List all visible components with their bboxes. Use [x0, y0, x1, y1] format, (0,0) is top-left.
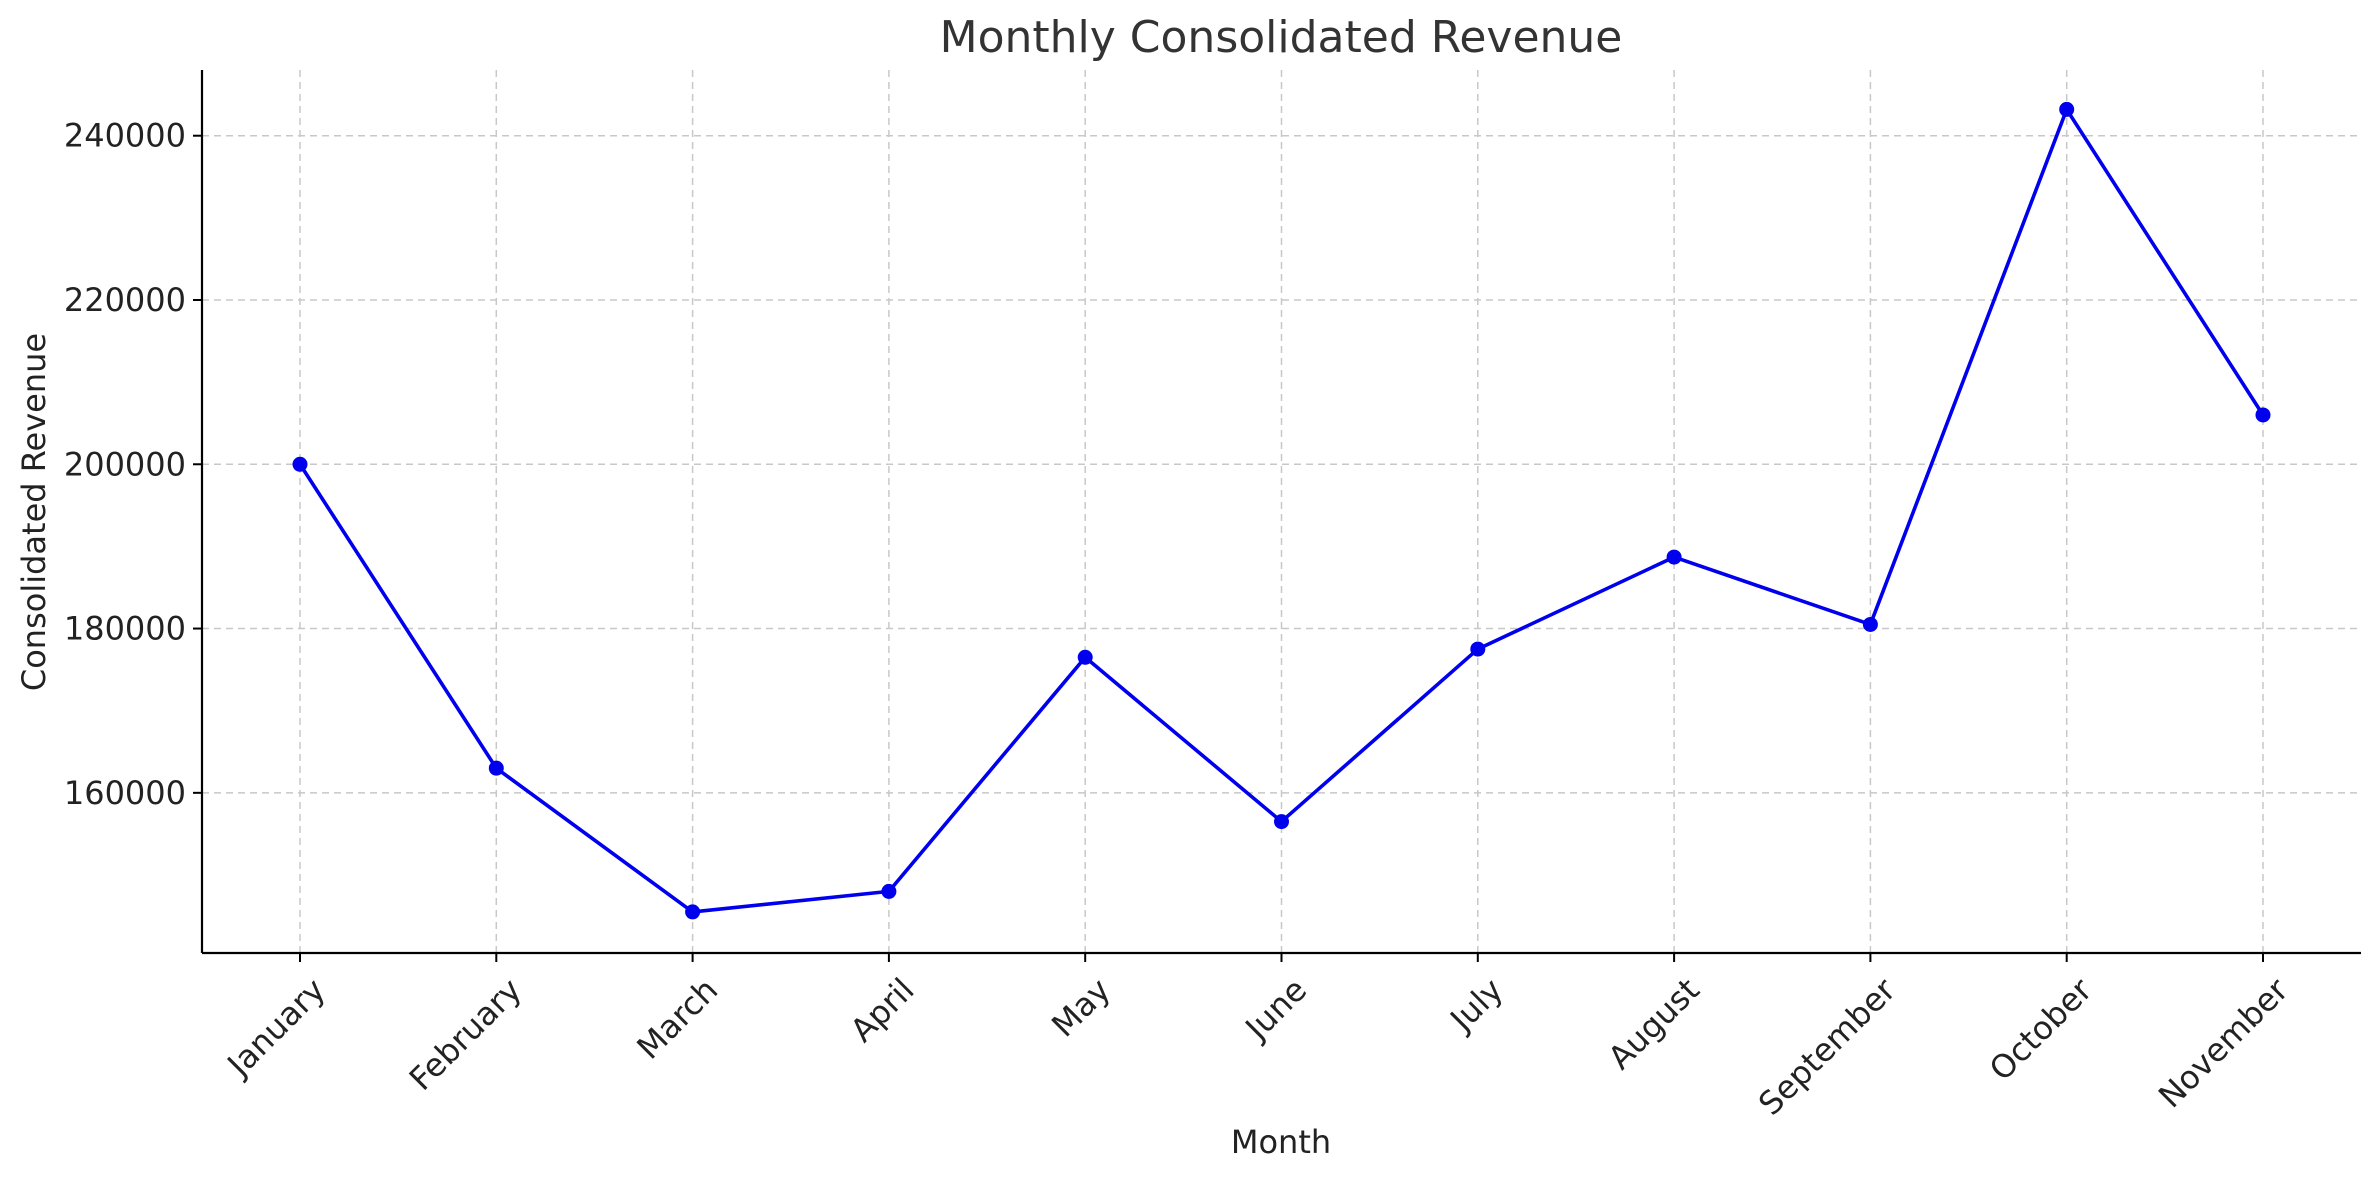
data-point: [2059, 101, 2075, 117]
y-tick-label: 160000: [64, 774, 186, 812]
grid: [202, 70, 2361, 953]
y-axis-label: Consolidated Revenue: [15, 333, 53, 691]
x-tick-label: January: [219, 971, 333, 1085]
x-tick-label: August: [1601, 971, 1707, 1077]
data-point: [881, 883, 897, 899]
y-tick-label: 180000: [64, 610, 186, 648]
x-tick-label: November: [2151, 970, 2296, 1115]
data-point: [685, 904, 701, 920]
data-point: [2255, 407, 2271, 423]
y-tick-label: 220000: [64, 281, 186, 319]
x-tick-label: April: [843, 971, 922, 1050]
x-tick-label: February: [402, 971, 529, 1098]
y-tick-label: 200000: [64, 445, 186, 483]
x-tick-label: July: [1441, 971, 1510, 1040]
data-point: [488, 760, 504, 776]
data-point: [1077, 649, 1093, 665]
y-tick-label: 240000: [64, 117, 186, 155]
x-tick-label: May: [1044, 971, 1118, 1045]
x-tick-label: June: [1237, 971, 1315, 1049]
x-tick-label: March: [629, 971, 725, 1067]
x-tick-label: October: [1982, 970, 2100, 1088]
data-point: [292, 456, 308, 472]
x-tick-label: September: [1751, 970, 1904, 1123]
data-point: [1862, 616, 1878, 632]
x-axis-label: Month: [1231, 1123, 1331, 1161]
chart-title: Monthly Consolidated Revenue: [940, 12, 1623, 63]
data-point: [1666, 549, 1682, 565]
data-point: [1470, 641, 1486, 657]
data-point: [1274, 814, 1289, 830]
series: [292, 101, 2271, 920]
